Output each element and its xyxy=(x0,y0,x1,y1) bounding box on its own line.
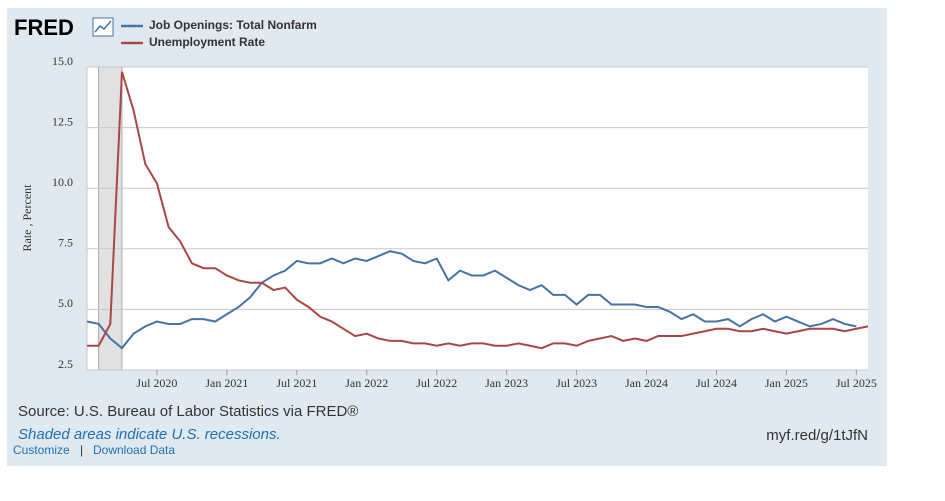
legend-label: Job Openings: Total Nonfarm xyxy=(149,18,317,32)
x-tick-label: Jan 2024 xyxy=(625,376,668,390)
x-tick-label: Jul 2021 xyxy=(276,376,317,390)
x-tick-label: Jul 2024 xyxy=(696,376,737,390)
x-tick-label: Jan 2022 xyxy=(345,376,388,390)
customize-link[interactable]: Customize xyxy=(13,443,70,457)
x-tick-label: Jul 2023 xyxy=(556,376,597,390)
legend-label: Unemployment Rate xyxy=(149,35,265,49)
x-tick-label: Jul 2025 xyxy=(836,376,877,390)
logo-icon xyxy=(92,17,114,37)
series-line xyxy=(87,71,869,350)
y-axis-label: Rate , Percent xyxy=(20,184,34,252)
x-tick-label: Jul 2022 xyxy=(416,376,457,390)
short-url: myf.red/g/1tJfN xyxy=(766,427,868,444)
x-tick-label: Jan 2021 xyxy=(205,376,248,390)
x-tick-label: Jan 2023 xyxy=(485,376,528,390)
recession-note: Shaded areas indicate U.S. recessions. xyxy=(18,426,281,443)
y-tick-label: 15.0 xyxy=(52,54,73,68)
y-tick-label: 10.0 xyxy=(52,175,73,189)
y-tick-label: 5.0 xyxy=(58,296,73,310)
y-tick-label: 2.5 xyxy=(58,357,73,371)
x-tick-label: Jul 2020 xyxy=(136,376,177,390)
link-separator: | xyxy=(80,443,83,457)
x-tick-label: Jan 2025 xyxy=(765,376,808,390)
plot-area xyxy=(87,67,868,370)
legend: Job Openings: Total Nonfarm Unemployment … xyxy=(121,18,317,49)
series-line xyxy=(86,250,857,350)
source: Source: U.S. Bureau of Labor Statistics … xyxy=(18,403,358,420)
download-link[interactable]: Download Data xyxy=(93,443,175,457)
logo: FRED xyxy=(14,15,74,40)
y-tick-label: 12.5 xyxy=(52,114,73,128)
y-tick-label: 7.5 xyxy=(58,236,73,250)
